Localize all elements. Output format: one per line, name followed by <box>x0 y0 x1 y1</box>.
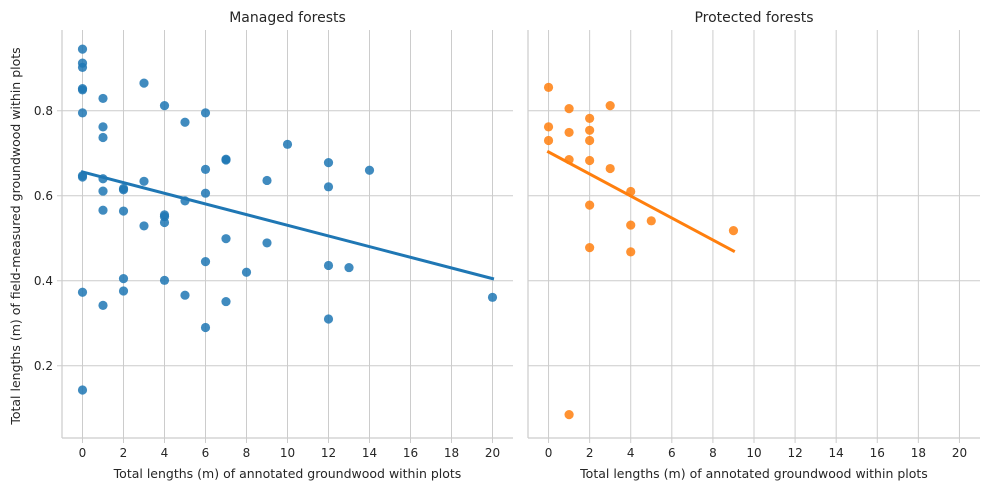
x-tick-label: 2 <box>586 446 594 460</box>
panel-title: Protected forests <box>694 10 813 26</box>
data-point <box>323 182 334 192</box>
panel-2: 0 2 4 6 8 10 12 14 16 18 20 Protected forests Total … <box>527 10 980 481</box>
x-tick-label: 10 <box>280 446 295 460</box>
data-point <box>543 135 554 146</box>
data-point <box>221 234 231 244</box>
x-tick-label: 14 <box>829 446 844 460</box>
data-point <box>77 172 88 182</box>
x-tick-label: 0 <box>545 446 553 460</box>
data-point <box>585 113 595 123</box>
data-point <box>200 108 211 118</box>
panel-title: Managed forests <box>229 10 346 26</box>
data-point <box>344 262 354 273</box>
data-point <box>98 186 108 196</box>
data-point <box>118 286 129 296</box>
data-point <box>585 135 595 146</box>
data-point <box>159 275 170 285</box>
x-tick-label: 6 <box>202 446 210 460</box>
y-tick-label: 0.6 <box>34 189 53 203</box>
y-tick-label: 0.4 <box>34 274 53 288</box>
data-point <box>139 176 149 186</box>
x-tick-label: 4 <box>627 446 635 460</box>
x-tick-label: 2 <box>120 446 128 460</box>
data-point <box>543 82 554 92</box>
data-point <box>98 300 108 310</box>
data-point <box>564 410 574 420</box>
data-point <box>98 122 108 132</box>
data-point <box>221 155 231 165</box>
x-tick-label: 16 <box>403 446 418 460</box>
x-axis-label: Total lengths (m) of annotated groundwoo… <box>579 466 928 481</box>
data-point <box>646 216 656 226</box>
data-point <box>98 132 108 143</box>
x-tick-label: 8 <box>243 446 251 460</box>
x-tick-label: 14 <box>362 446 377 460</box>
data-point <box>585 125 595 135</box>
data-point <box>77 85 88 95</box>
data-point <box>77 44 88 54</box>
data-point <box>323 314 334 324</box>
data-point <box>626 220 636 230</box>
data-point <box>200 257 211 267</box>
data-point <box>585 200 595 210</box>
x-tick-label: 8 <box>709 446 717 460</box>
data-point <box>180 117 190 127</box>
data-point <box>118 185 129 195</box>
data-point <box>262 238 272 248</box>
data-point <box>200 164 211 174</box>
x-tick-label: 4 <box>161 446 169 460</box>
x-tick-label: 20 <box>952 446 967 460</box>
data-point <box>323 158 334 168</box>
data-point <box>626 247 636 257</box>
data-point <box>564 127 574 138</box>
data-point <box>159 217 170 228</box>
y-tick-label: 0.2 <box>34 359 53 373</box>
data-point <box>180 290 190 300</box>
data-point <box>282 139 293 149</box>
data-point <box>77 287 88 297</box>
data-point <box>139 221 149 231</box>
x-tick-label: 20 <box>485 446 500 460</box>
data-point <box>585 155 595 166</box>
data-point <box>77 62 88 72</box>
data-point <box>118 274 129 284</box>
x-axis-label: Total lengths (m) of annotated groundwoo… <box>113 466 462 481</box>
data-point <box>118 206 129 216</box>
data-point <box>605 101 615 111</box>
data-point <box>605 163 615 174</box>
data-point <box>200 322 211 333</box>
data-point <box>200 188 211 198</box>
x-tick-label: 10 <box>746 446 761 460</box>
data-point <box>564 104 574 114</box>
y-tick-label: 0.8 <box>34 104 53 118</box>
regression-line <box>80 170 495 281</box>
data-point <box>728 226 739 236</box>
data-point <box>139 78 149 88</box>
data-point <box>364 165 375 175</box>
x-tick-label: 16 <box>870 446 885 460</box>
x-tick-label: 18 <box>911 446 926 460</box>
data-point <box>221 296 231 307</box>
x-tick-label: 0 <box>79 446 87 460</box>
x-tick-label: 18 <box>444 446 459 460</box>
data-point <box>98 205 108 215</box>
data-point <box>323 260 334 271</box>
data-point <box>98 93 108 104</box>
panel-1: 0.2 0.4 0.6 0.8 0 2 4 6 8 10 12 14 16 18 20 Managed for… <box>34 10 513 481</box>
regression-line <box>546 149 736 254</box>
shared-y-axis-label: Total lengths (m) of field-measured grou… <box>8 47 23 425</box>
x-tick-label: 12 <box>787 446 802 460</box>
data-point <box>585 243 595 253</box>
x-tick-label: 6 <box>668 446 676 460</box>
data-point <box>77 385 88 395</box>
data-point <box>241 267 252 277</box>
data-point <box>159 101 170 111</box>
data-point <box>262 175 272 186</box>
x-tick-label: 12 <box>321 446 336 460</box>
data-point <box>543 122 554 132</box>
data-point <box>487 292 498 302</box>
data-point <box>77 108 88 118</box>
